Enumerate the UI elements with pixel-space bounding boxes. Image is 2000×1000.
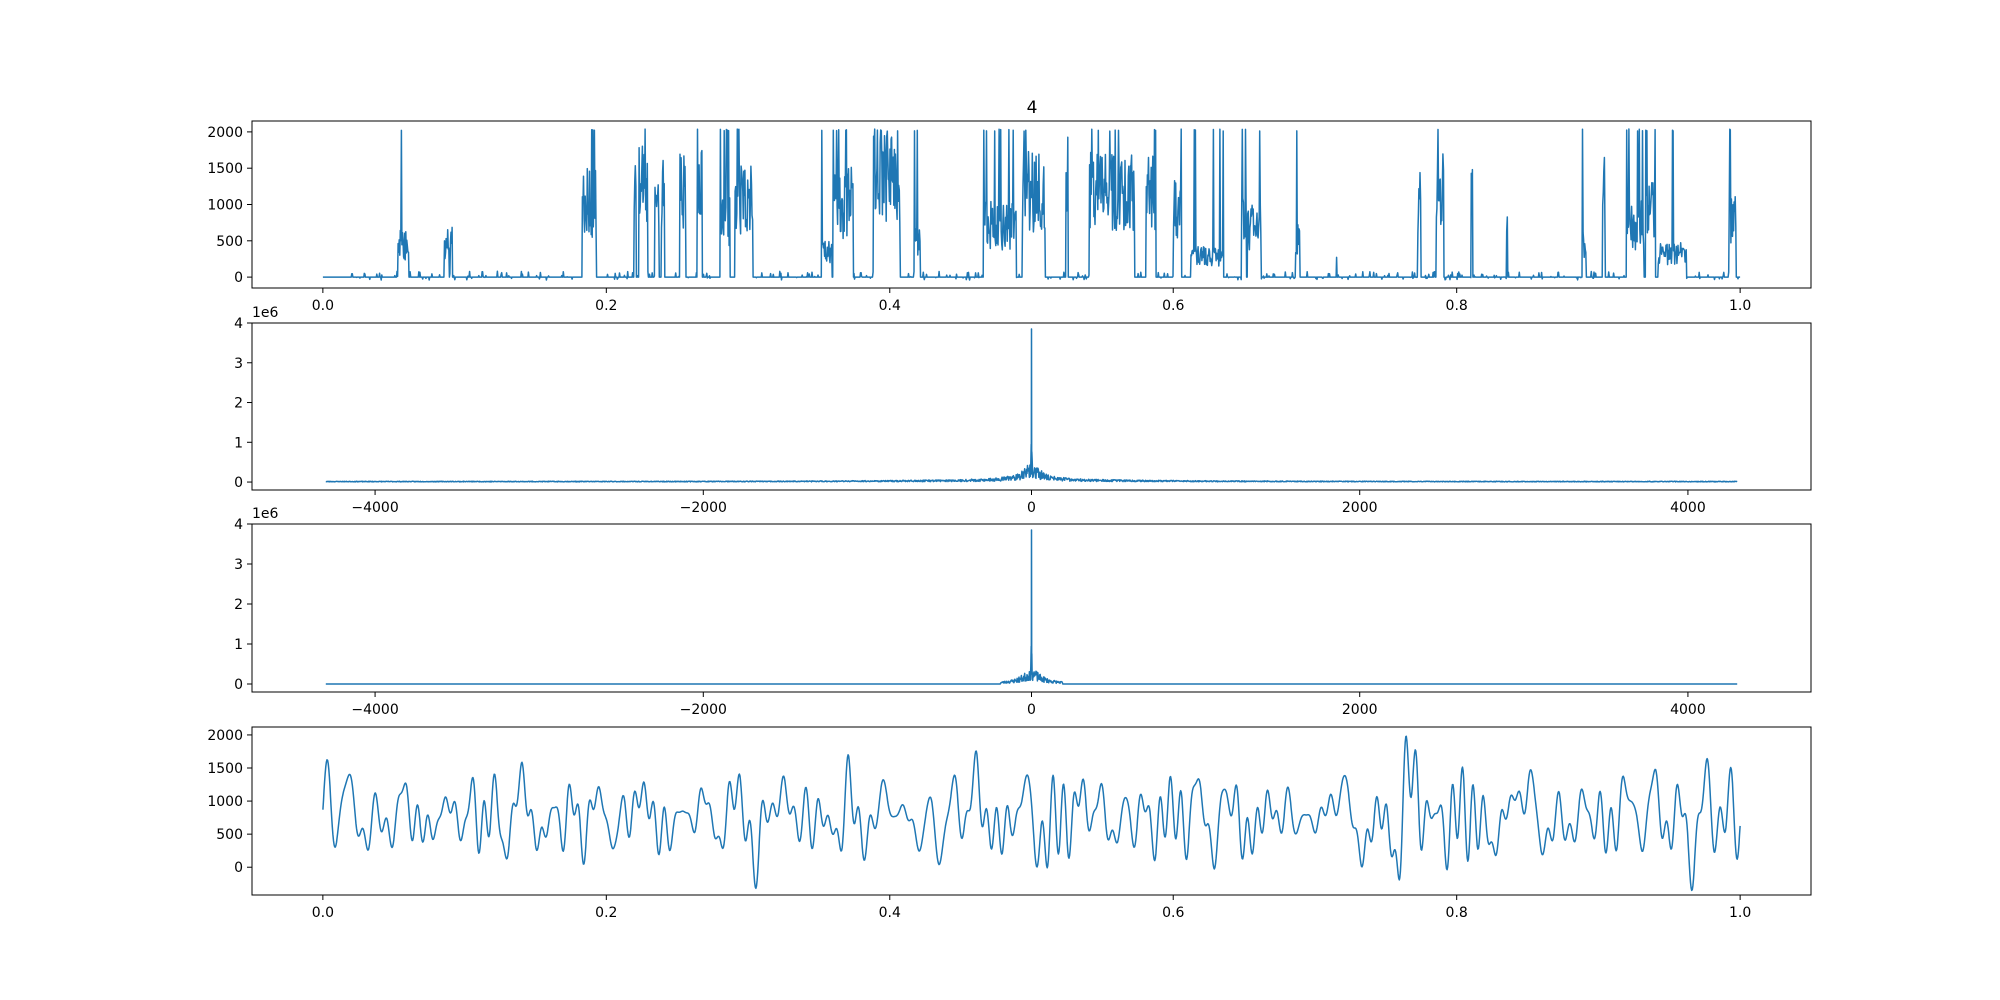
- x-tick-label: −2000: [680, 702, 727, 718]
- y-offset-label: 1e6: [252, 506, 279, 522]
- y-tick-label: 3: [234, 557, 243, 573]
- x-tick-label: 0.0: [312, 905, 334, 921]
- y-tick-label: 0: [234, 270, 243, 286]
- y-tick-label: 0: [234, 860, 243, 876]
- y-tick-label: 1500: [207, 761, 243, 777]
- series-line: [322, 735, 1741, 892]
- x-tick-label: 0.8: [1446, 905, 1468, 921]
- x-tick-label: 4000: [1670, 702, 1706, 718]
- subplot-2: −4000 −2000 0 2000 4000 0 1 2 3 4 1e6: [234, 305, 1812, 516]
- y-tick-label: 1000: [207, 794, 243, 810]
- x-tick-label: 0.4: [879, 905, 901, 921]
- x-tick-label: −4000: [351, 500, 398, 516]
- x-tick-label: 0: [1027, 500, 1036, 516]
- x-tick-label: 1.0: [1729, 905, 1751, 921]
- x-tick-label: 2000: [1342, 702, 1378, 718]
- x-tick-label: −2000: [680, 500, 727, 516]
- axes-frame: [251, 726, 1812, 896]
- figure-title: 4: [1027, 98, 1038, 118]
- series-line: [322, 128, 1741, 281]
- subplot-4: 0.0 0.2 0.4 0.6 0.8 1.0 0 500 1000 1500 2000: [207, 726, 1812, 921]
- y-tick-label: 4: [234, 517, 243, 533]
- subplot-3: −4000 −2000 0 2000 4000 0 1 2 3 4 1e6: [234, 506, 1812, 718]
- x-tick-label: 0.8: [1446, 298, 1468, 314]
- y-tick-label: 2: [234, 597, 243, 613]
- y-tick-label: 1: [234, 435, 243, 451]
- x-tick-label: 0.2: [595, 298, 617, 314]
- x-tick-label: 1.0: [1729, 298, 1751, 314]
- y-tick-label: 0: [234, 677, 243, 693]
- y-tick-label: 2000: [207, 125, 243, 141]
- x-tick-label: 0.4: [879, 298, 901, 314]
- y-offset-label: 1e6: [252, 305, 279, 321]
- x-tick-label: 2000: [1342, 500, 1378, 516]
- y-tick-label: 2000: [207, 728, 243, 744]
- x-tick-label: −4000: [351, 702, 398, 718]
- y-tick-label: 1000: [207, 198, 243, 214]
- y-tick-label: 1: [234, 637, 243, 653]
- subplot-1: 0.0 0.2 0.4 0.6 0.8 1.0 0 500 1000 1500 2000: [207, 120, 1812, 314]
- x-tick-label: 0.6: [1162, 905, 1184, 921]
- y-tick-label: 4: [234, 316, 243, 332]
- x-tick-label: 4000: [1670, 500, 1706, 516]
- y-tick-label: 500: [216, 234, 243, 250]
- y-tick-label: 2: [234, 396, 243, 412]
- y-tick-label: 1500: [207, 161, 243, 177]
- y-tick-label: 0: [234, 475, 243, 491]
- axes-frame: [251, 120, 1812, 289]
- x-tick-label: 0.2: [595, 905, 617, 921]
- y-tick-label: 500: [216, 827, 243, 843]
- x-tick-label: 0: [1027, 702, 1036, 718]
- x-tick-label: 0.6: [1162, 298, 1184, 314]
- series-line: [325, 529, 1738, 685]
- x-tick-label: 0.0: [312, 298, 334, 314]
- series-line: [325, 328, 1738, 483]
- y-tick-label: 3: [234, 356, 243, 372]
